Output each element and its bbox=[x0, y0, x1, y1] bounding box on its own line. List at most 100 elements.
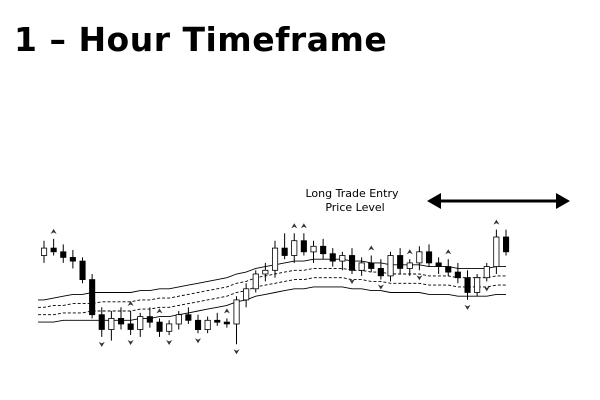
candle-body bbox=[329, 253, 336, 262]
arrow-head-left bbox=[427, 193, 441, 209]
candle-body bbox=[127, 323, 134, 330]
candle-body bbox=[377, 267, 384, 277]
candle bbox=[310, 240, 317, 263]
candle bbox=[320, 238, 327, 260]
candle-body bbox=[416, 251, 423, 264]
candle-body bbox=[358, 262, 365, 271]
candle-body bbox=[50, 247, 57, 253]
candle-body bbox=[166, 323, 173, 332]
candle bbox=[223, 318, 230, 328]
fractal-low-marker bbox=[416, 275, 423, 281]
candle-body bbox=[156, 321, 163, 332]
fractal-high-marker bbox=[445, 249, 452, 255]
candle-body bbox=[243, 288, 250, 301]
candle bbox=[454, 262, 461, 284]
candle bbox=[214, 312, 221, 326]
candle bbox=[271, 240, 279, 278]
candle-body bbox=[175, 314, 182, 325]
arrow-head-right bbox=[556, 193, 570, 209]
fractal-low-marker bbox=[377, 284, 384, 290]
candle-body bbox=[271, 247, 279, 271]
candle-body bbox=[69, 256, 76, 262]
candle-body bbox=[223, 321, 230, 325]
candle bbox=[50, 238, 57, 256]
candle bbox=[493, 229, 500, 274]
candle bbox=[348, 248, 356, 274]
fractal-markers bbox=[50, 219, 500, 355]
candle bbox=[416, 246, 423, 271]
candle-body bbox=[387, 255, 394, 277]
entry-annotation: Long Trade Entry Price Level bbox=[306, 187, 570, 214]
candle-body bbox=[252, 273, 259, 290]
candle-body bbox=[108, 317, 115, 330]
candle-body bbox=[281, 247, 288, 256]
candle bbox=[425, 244, 433, 267]
candle bbox=[194, 314, 202, 334]
candle-body bbox=[464, 277, 471, 293]
candle bbox=[175, 311, 182, 330]
candle-body bbox=[60, 251, 67, 258]
candle bbox=[329, 248, 336, 267]
candle-body bbox=[146, 316, 153, 323]
candle-body bbox=[300, 240, 307, 253]
fractal-low-marker bbox=[98, 341, 105, 347]
candle bbox=[281, 233, 288, 260]
fractal-high-marker bbox=[493, 219, 500, 225]
candle-body bbox=[214, 319, 221, 323]
candle bbox=[166, 320, 173, 336]
candle bbox=[233, 296, 240, 345]
candle bbox=[300, 233, 307, 256]
candle bbox=[69, 249, 76, 269]
candle-body bbox=[204, 319, 211, 330]
candle bbox=[252, 270, 259, 293]
candle bbox=[108, 311, 115, 341]
candle bbox=[377, 259, 384, 280]
candle-body bbox=[397, 255, 404, 269]
candle bbox=[41, 240, 48, 263]
candle bbox=[118, 307, 125, 330]
fractal-low-marker bbox=[483, 286, 490, 292]
candle bbox=[204, 316, 211, 334]
annotation-line-2: Price Level bbox=[325, 201, 384, 214]
candle-body bbox=[483, 266, 490, 279]
candle-body bbox=[137, 316, 144, 330]
band-inner-upper bbox=[38, 267, 506, 308]
candle-body bbox=[185, 314, 192, 321]
fractal-high-marker bbox=[300, 223, 307, 229]
candle-body bbox=[194, 319, 202, 330]
candle-body bbox=[339, 255, 346, 262]
candle-body bbox=[262, 269, 269, 275]
candle bbox=[368, 255, 375, 273]
candle bbox=[60, 244, 67, 263]
candle bbox=[474, 274, 481, 297]
candle-body bbox=[454, 271, 461, 279]
candle bbox=[358, 257, 365, 276]
fractal-high-marker bbox=[127, 301, 134, 306]
candle bbox=[339, 251, 346, 271]
candle-body bbox=[445, 266, 452, 273]
candle bbox=[445, 259, 452, 276]
fractal-low-marker bbox=[349, 279, 355, 284]
candle-body bbox=[348, 255, 356, 271]
candle bbox=[243, 283, 250, 308]
candle-body bbox=[233, 299, 240, 325]
candle bbox=[156, 318, 163, 337]
candle-body bbox=[41, 247, 48, 256]
candle bbox=[146, 307, 153, 328]
band-inner-lower bbox=[38, 277, 506, 316]
candle-body bbox=[435, 262, 442, 267]
annotation-line-1: Long Trade Entry bbox=[306, 187, 399, 200]
candle bbox=[502, 229, 510, 256]
fractal-high-marker bbox=[368, 245, 375, 251]
candle bbox=[435, 257, 442, 274]
candle bbox=[291, 233, 298, 263]
candle-body bbox=[98, 314, 105, 330]
candle-body bbox=[502, 236, 510, 253]
candle-body bbox=[79, 260, 86, 281]
candle-body bbox=[425, 251, 433, 264]
candle-body bbox=[474, 277, 481, 293]
candle-body bbox=[406, 262, 413, 269]
candle-body bbox=[310, 245, 317, 253]
candle bbox=[397, 248, 404, 274]
